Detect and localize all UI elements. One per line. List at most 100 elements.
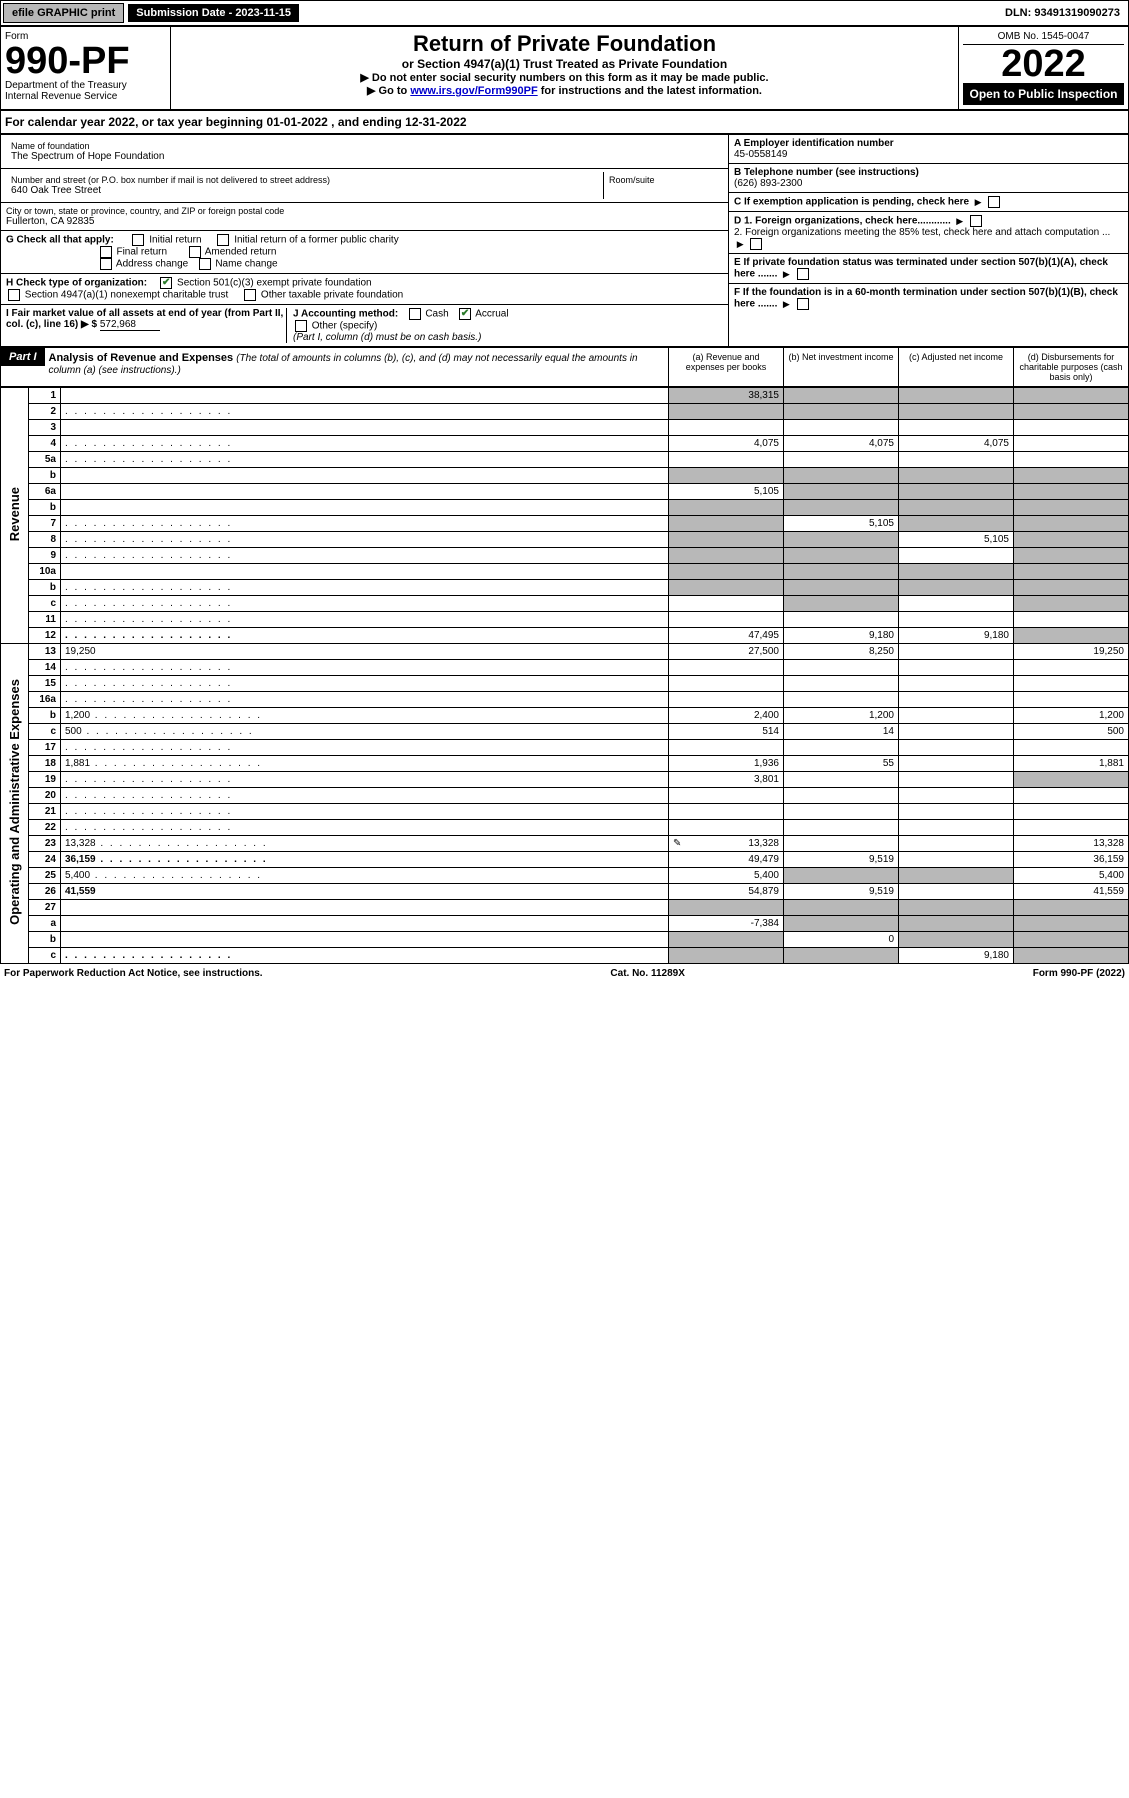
part1-header-row: Part I Analysis of Revenue and Expenses … (0, 347, 1129, 387)
cell-col-b (784, 900, 899, 916)
cell-col-c (899, 516, 1014, 532)
table-row: c9,180 (1, 948, 1129, 964)
ein-value: 45-0558149 (734, 149, 1123, 160)
cell-col-c (899, 404, 1014, 420)
row-number: 26 (29, 884, 61, 900)
phone-label: B Telephone number (see instructions) (734, 167, 1123, 178)
cell-col-d: 36,159 (1014, 852, 1129, 868)
foreign-org-checkbox[interactable] (970, 215, 982, 227)
cell-col-a (669, 676, 784, 692)
table-row: 75,105 (1, 516, 1129, 532)
cell-col-a (669, 452, 784, 468)
cell-col-d: 1,881 (1014, 756, 1129, 772)
row-description (61, 628, 669, 644)
foundation-address: 640 Oak Tree Street (11, 185, 598, 196)
cell-col-a (669, 740, 784, 756)
cell-col-d: 13,328 (1014, 836, 1129, 852)
cell-col-b (784, 820, 899, 836)
attachment-icon[interactable]: ✎ (673, 838, 681, 849)
cell-col-c (899, 676, 1014, 692)
efile-print-button[interactable]: efile GRAPHIC print (3, 3, 124, 23)
cell-col-d (1014, 740, 1129, 756)
row-description (61, 420, 669, 436)
j-label: J Accounting method: (293, 309, 398, 320)
other-taxable-checkbox[interactable] (244, 289, 256, 301)
row-number: 19 (29, 772, 61, 788)
irs-link[interactable]: www.irs.gov/Form990PF (410, 85, 537, 97)
row-number: c (29, 596, 61, 612)
cell-col-c: 4,075 (899, 436, 1014, 452)
initial-return-checkbox[interactable] (132, 234, 144, 246)
row-number: b (29, 580, 61, 596)
other-method-checkbox[interactable] (295, 320, 307, 332)
exemption-pending-checkbox[interactable] (988, 196, 1000, 208)
cell-col-c (899, 740, 1014, 756)
cell-col-b (784, 500, 899, 516)
cash-checkbox[interactable] (409, 308, 421, 320)
accrual-checkbox[interactable] (459, 308, 471, 320)
table-row: 15 (1, 676, 1129, 692)
table-row: b0 (1, 932, 1129, 948)
row-number: 17 (29, 740, 61, 756)
other-method-label: Other (specify) (312, 321, 378, 332)
row-description (61, 500, 669, 516)
cell-col-d (1014, 628, 1129, 644)
catalog-number: Cat. No. 11289X (610, 968, 684, 979)
row-description: 19,250 (61, 644, 669, 660)
initial-former-checkbox[interactable] (217, 234, 229, 246)
cell-col-a (669, 948, 784, 964)
cell-col-a (669, 580, 784, 596)
60-month-checkbox[interactable] (797, 298, 809, 310)
cell-col-b (784, 452, 899, 468)
cell-col-d (1014, 676, 1129, 692)
irs-label: Internal Revenue Service (5, 91, 166, 102)
amended-return-checkbox[interactable] (189, 246, 201, 258)
row-number: 21 (29, 804, 61, 820)
cell-col-b: 4,075 (784, 436, 899, 452)
cell-col-c (899, 564, 1014, 580)
accrual-label: Accrual (475, 309, 508, 320)
cell-col-c (899, 836, 1014, 852)
row-number: a (29, 916, 61, 932)
cell-col-d (1014, 804, 1129, 820)
row-number: 5a (29, 452, 61, 468)
form-number: 990-PF (5, 42, 166, 80)
cell-col-d (1014, 820, 1129, 836)
cell-col-a (669, 420, 784, 436)
address-change-label: Address change (116, 259, 188, 270)
cell-col-d (1014, 916, 1129, 932)
col-d-header: (d) Disbursements for charitable purpose… (1013, 348, 1128, 386)
4947-checkbox[interactable] (8, 289, 20, 301)
address-change-checkbox[interactable] (100, 258, 112, 270)
foreign-85-checkbox[interactable] (750, 238, 762, 250)
row-number: 13 (29, 644, 61, 660)
city-label: City or town, state or province, country… (6, 206, 723, 216)
cell-col-a: 5,105 (669, 484, 784, 500)
cell-col-c (899, 500, 1014, 516)
cell-col-d (1014, 532, 1129, 548)
row-number: 27 (29, 900, 61, 916)
status-terminated-checkbox[interactable] (797, 268, 809, 280)
cell-col-c (899, 916, 1014, 932)
row-description (61, 580, 669, 596)
pra-notice: For Paperwork Reduction Act Notice, see … (4, 968, 263, 979)
cell-col-b (784, 596, 899, 612)
row-number: 6a (29, 484, 61, 500)
cell-col-a (669, 500, 784, 516)
cell-col-c: 9,180 (899, 628, 1014, 644)
table-row: 6a 5,105 (1, 484, 1129, 500)
row-number: c (29, 724, 61, 740)
table-row: 17 (1, 740, 1129, 756)
name-change-checkbox[interactable] (199, 258, 211, 270)
cell-col-c (899, 580, 1014, 596)
501c3-label: Section 501(c)(3) exempt private foundat… (177, 278, 372, 289)
row-description: 36,159 (61, 852, 669, 868)
cell-col-a (669, 820, 784, 836)
cell-col-c (899, 548, 1014, 564)
501c3-checkbox[interactable] (160, 277, 172, 289)
final-return-checkbox[interactable] (100, 246, 112, 258)
cell-col-c (899, 884, 1014, 900)
cell-col-a (669, 596, 784, 612)
row-number: 20 (29, 788, 61, 804)
cell-col-c: 9,180 (899, 948, 1014, 964)
